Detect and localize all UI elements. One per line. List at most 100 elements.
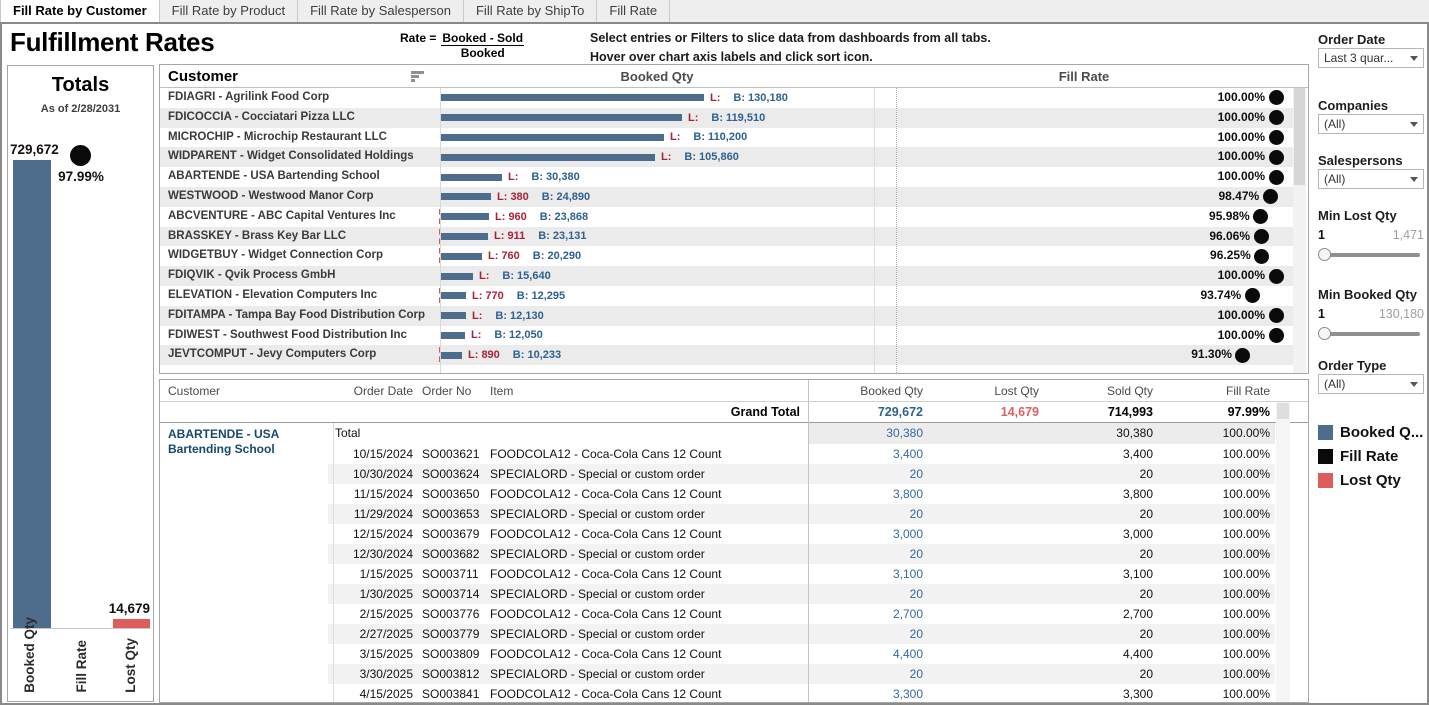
col-header-customer[interactable]: Customer (168, 384, 221, 398)
table-row[interactable]: 11/15/2024 SO003650 FOODCOLA12 - Coca-Cola… (160, 484, 1308, 504)
table-row[interactable]: 3/30/2025 SO003812 SPECIALORD - Special or… (160, 664, 1308, 684)
booked-qty-bar[interactable] (441, 252, 482, 260)
slider-handle[interactable] (1318, 327, 1331, 340)
fill-rate-dot[interactable] (1268, 308, 1284, 324)
booked-qty-bar[interactable] (441, 331, 465, 339)
booked-qty-bar[interactable] (441, 213, 489, 221)
customer-total-row[interactable]: Total 30,380 30,380 100.00% (160, 423, 1308, 444)
col-header-fill-rate[interactable]: Fill Rate (1225, 384, 1270, 398)
col-header-order-date[interactable]: Order Date (353, 384, 413, 398)
fill-rate-dot[interactable] (1262, 189, 1278, 205)
chart-header-customer[interactable]: Customer (168, 68, 239, 85)
chart-row[interactable]: FDITAMPA - Tampa Bay Food Distribution C… (160, 305, 1293, 326)
cell-booked-qty: 20 (909, 467, 923, 481)
chart-row[interactable]: ELEVATION - Elevation Computers Inc L: 77… (160, 286, 1293, 306)
booked-qty-bar[interactable] (441, 272, 473, 280)
chart-row[interactable]: FDIQVIK - Qvik Process GmbH L: B: 15,640 10… (160, 266, 1293, 286)
totals-fill-rate-dot[interactable] (70, 145, 91, 166)
tab-fill-rate[interactable]: Fill Rate (597, 0, 671, 22)
fill-rate-dot[interactable] (1268, 169, 1284, 185)
booked-qty-bar[interactable] (441, 232, 488, 240)
fill-rate-dot[interactable] (1253, 228, 1269, 244)
chart-header-booked-qty[interactable]: Booked Qty (620, 69, 694, 84)
min-lost-qty-slider[interactable] (1318, 248, 1420, 262)
fill-rate-dot[interactable] (1268, 110, 1284, 126)
booked-qty-bar[interactable] (441, 193, 491, 201)
lost-qty-label: L: 380 (497, 190, 529, 203)
fill-rate-dot[interactable] (1268, 129, 1284, 145)
table-row[interactable]: 4/15/2025 SO003841 FOODCOLA12 - Coca-Cola … (160, 684, 1308, 702)
chart-row[interactable]: JEVTCOMPUT - Jevy Computers Corp L: 890 B:… (160, 345, 1293, 366)
fill-rate-dot[interactable] (1268, 327, 1284, 343)
order-type-dropdown[interactable]: (All) (1318, 374, 1424, 394)
table-row[interactable]: 2/27/2025 SO003779 SPECIALORD - Special or… (160, 624, 1308, 644)
booked-qty-bar[interactable] (441, 133, 664, 141)
chart-row[interactable]: BRASSKEY - Brass Key Bar LLC L: 911 B: 23,… (160, 226, 1293, 247)
col-header-order-no[interactable]: Order No (422, 384, 472, 398)
col-header-booked-qty[interactable]: Booked Qty (860, 384, 923, 398)
totals-booked-bar[interactable] (13, 160, 51, 628)
table-row[interactable]: 10/30/2024 SO003624 SPECIALORD - Special o… (160, 464, 1308, 484)
table-row[interactable]: 3/15/2025 SO003809 FOODCOLA12 - Coca-Cola … (160, 644, 1308, 664)
booked-qty-bar[interactable] (441, 351, 462, 359)
chart-row[interactable]: WESTWOOD - Westwood Manor Corp L: 380 B: 2… (160, 186, 1293, 207)
companies-dropdown[interactable]: (All) (1318, 114, 1424, 134)
table-row[interactable]: 1/30/2025 SO003714 SPECIALORD - Special or… (160, 584, 1308, 604)
slider-handle[interactable] (1318, 248, 1331, 261)
booked-qty-bar[interactable] (441, 292, 466, 300)
booked-qty-bar[interactable] (441, 173, 502, 181)
legend-item[interactable]: Fill Rate (1318, 448, 1423, 465)
slider-track[interactable] (1320, 253, 1420, 257)
col-header-lost-qty[interactable]: Lost Qty (994, 384, 1039, 398)
fill-rate-dot[interactable] (1268, 268, 1284, 284)
chart-row[interactable]: FDIAGRI - Agrilink Food Corp L: B: 130,180… (160, 88, 1293, 108)
tab-fill-rate-by-salesperson[interactable]: Fill Rate by Salesperson (298, 0, 464, 22)
cell-sold-qty: 3,100 (1122, 567, 1153, 581)
fill-rate-dot[interactable] (1253, 209, 1269, 225)
table-scrollbar-thumb[interactable] (1277, 403, 1289, 419)
totals-lost-bar[interactable] (113, 619, 150, 628)
booked-qty-bar[interactable] (441, 114, 682, 122)
fill-rate-dot[interactable] (1268, 149, 1284, 165)
chart-row[interactable]: ABARTENDE - USA Bartending School L: B: 30… (160, 167, 1293, 187)
booked-qty-bar[interactable] (441, 94, 704, 102)
table-row[interactable]: 1/15/2025 SO003711 FOODCOLA12 - Coca-Cola … (160, 564, 1308, 584)
order-date-dropdown[interactable]: Last 3 quar... (1318, 48, 1424, 68)
min-booked-qty-slider[interactable] (1318, 327, 1420, 341)
grand-total-row[interactable]: Grand Total 729,672 14,679 714,993 97.99… (160, 402, 1308, 423)
sort-icon[interactable] (411, 71, 425, 83)
fill-rate-dot[interactable] (1268, 90, 1284, 106)
slider-track[interactable] (1320, 332, 1420, 336)
booked-qty-bar[interactable] (441, 153, 655, 161)
table-row[interactable]: 2/15/2025 SO003776 FOODCOLA12 - Coca-Cola … (160, 604, 1308, 624)
table-row[interactable]: 12/30/2024 SO003682 SPECIALORD - Special o… (160, 544, 1308, 564)
booked-qty-bar[interactable] (441, 312, 466, 320)
table-row[interactable]: 12/15/2024 SO003679 FOODCOLA12 - Coca-Cola… (160, 524, 1308, 544)
fill-rate-dot[interactable] (1254, 248, 1270, 264)
table-row[interactable]: 10/15/2024 SO003621 FOODCOLA12 - Coca-Cola… (160, 444, 1308, 464)
chart-row[interactable]: WIDPARENT - Widget Consolidated Holdings… (160, 147, 1293, 168)
fill-rate-dot[interactable] (1244, 288, 1260, 304)
chart-row[interactable]: FDICOCCIA - Cocciatari Pizza LLC L: B: 119… (160, 107, 1293, 128)
cell-fill-rate: 100.00% (1222, 667, 1270, 681)
col-header-sold-qty[interactable]: Sold Qty (1106, 384, 1153, 398)
chart-row[interactable]: FDIWEST - Southwest Food Distribution In… (160, 326, 1293, 346)
tab-fill-rate-by-shipto[interactable]: Fill Rate by ShipTo (463, 0, 598, 22)
fill-rate-label: 95.98% (1209, 208, 1250, 223)
tab-fill-rate-by-product[interactable]: Fill Rate by Product (159, 0, 299, 22)
group-customer-name[interactable]: ABARTENDE - USA Bartending School (168, 427, 280, 456)
col-header-item[interactable]: Item (490, 384, 514, 398)
salespersons-dropdown[interactable]: (All) (1318, 169, 1424, 189)
legend-item[interactable]: Lost Qty (1318, 472, 1423, 489)
legend-item[interactable]: Booked Q... (1318, 424, 1423, 441)
chart-scrollbar[interactable] (1293, 88, 1306, 373)
table-row[interactable]: 11/29/2024 SO003653 SPECIALORD - Special o… (160, 504, 1308, 524)
chart-row[interactable]: MICROCHIP - Microchip Restaurant LLC L: B:… (160, 128, 1293, 148)
chart-row[interactable]: ABCVENTURE - ABC Capital Ventures Inc L: … (160, 207, 1293, 227)
chart-scrollbar-thumb[interactable] (1294, 88, 1305, 185)
chart-header-fill-rate[interactable]: Fill Rate (1058, 69, 1110, 84)
table-scrollbar[interactable] (1276, 402, 1290, 702)
tab-fill-rate-by-customer[interactable]: Fill Rate by Customer (1, 0, 160, 22)
chart-row[interactable]: WIDGETBUY - Widget Connection Corp L: 760… (160, 246, 1293, 266)
fill-rate-dot[interactable] (1235, 347, 1251, 363)
